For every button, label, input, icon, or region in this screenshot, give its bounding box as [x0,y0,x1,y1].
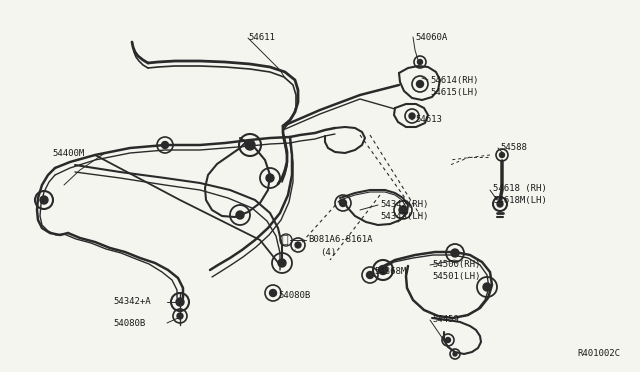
Text: 54080B: 54080B [113,318,145,327]
Text: 54343(LH): 54343(LH) [380,212,428,221]
Circle shape [483,283,491,291]
Circle shape [497,201,503,207]
Text: 54060A: 54060A [415,32,447,42]
Text: 54342+A: 54342+A [113,298,150,307]
Circle shape [499,153,504,157]
Circle shape [451,249,459,257]
Circle shape [378,266,387,275]
Circle shape [409,113,415,119]
Text: (4): (4) [320,247,336,257]
Circle shape [266,174,274,182]
Circle shape [399,206,407,214]
Circle shape [278,259,286,267]
Text: 54611: 54611 [248,33,275,42]
Text: 54342(RH): 54342(RH) [380,201,428,209]
Circle shape [177,313,183,319]
Circle shape [40,196,48,204]
Text: 54614(RH): 54614(RH) [430,76,478,84]
Circle shape [245,140,255,150]
Text: 54459: 54459 [432,315,459,324]
Circle shape [417,60,422,64]
Text: Ⓑ: Ⓑ [282,235,288,245]
Text: 54368M: 54368M [374,267,406,276]
Circle shape [417,80,424,87]
Circle shape [269,289,276,296]
Circle shape [367,272,374,279]
Circle shape [161,141,168,148]
Circle shape [445,337,451,343]
Text: 54400M: 54400M [52,148,84,157]
Circle shape [339,199,346,206]
Text: 54618M(LH): 54618M(LH) [493,196,547,205]
Text: B081A6-8161A: B081A6-8161A [308,235,372,244]
Text: 54080B: 54080B [278,291,310,299]
Circle shape [236,211,244,219]
Circle shape [295,242,301,248]
Text: 54588: 54588 [500,144,527,153]
Text: 54615(LH): 54615(LH) [430,89,478,97]
Text: 54618 (RH): 54618 (RH) [493,183,547,192]
Text: 54501(LH): 54501(LH) [432,273,481,282]
Text: 54613: 54613 [415,115,442,125]
Circle shape [453,352,457,356]
Text: 54500(RH): 54500(RH) [432,260,481,269]
Text: R401002C: R401002C [577,349,620,358]
Circle shape [176,298,184,306]
